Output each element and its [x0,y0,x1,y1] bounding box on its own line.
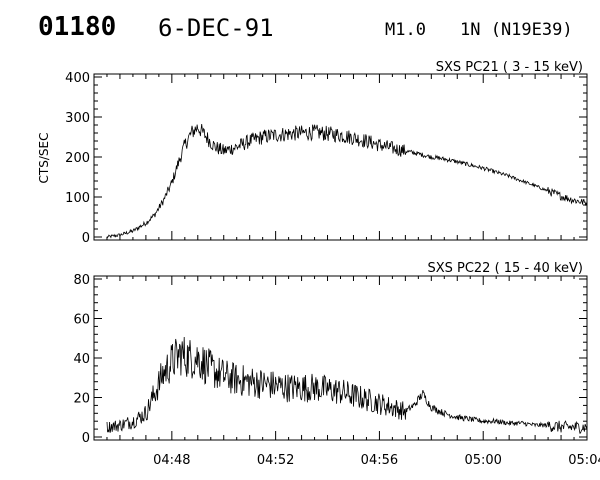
series-line [106,124,588,239]
ytick-label: 60 [73,313,90,328]
ytick-label: 200 [65,151,90,166]
panel-pc21-title: SXS PC21 ( 3 - 15 keV) [436,60,583,75]
xtick-label: 04:52 [257,453,294,468]
xtick-label: 05:04 [568,453,600,468]
flare-location: 1N (N19E39) [460,20,573,40]
ytick-label: 400 [65,71,90,86]
flare-class: M1.0 [385,20,426,40]
xtick-label: 04:56 [361,453,398,468]
series-line [106,336,588,434]
ytick-label: 0 [82,431,90,446]
ytick-label: 40 [73,352,90,367]
ytick-label: 20 [73,392,90,407]
panel-pc21: SXS PC21 ( 3 - 15 keV) CTS/SEC 0 100 200 30… [37,60,588,246]
panel-pc21-frame [93,73,588,241]
xtick-label: 04:48 [153,453,190,468]
panel-pc22-frame [93,275,588,441]
event-number: 01180 [38,12,117,42]
event-date: 6-DEC-91 [158,14,274,42]
panel-pc22-title: SXS PC22 ( 15 - 40 keV) [427,261,583,276]
ytick-label: 80 [73,273,90,288]
ytick-label: 0 [82,231,90,246]
panel-pc22: SXS PC22 ( 15 - 40 keV) 0 20 40 60 80 04:48 0… [73,261,600,468]
panel-pc21-ylabel: CTS/SEC [37,133,51,184]
ytick-label: 100 [65,191,90,206]
xtick-label: 05:00 [464,453,501,468]
ytick-label: 300 [65,111,90,126]
